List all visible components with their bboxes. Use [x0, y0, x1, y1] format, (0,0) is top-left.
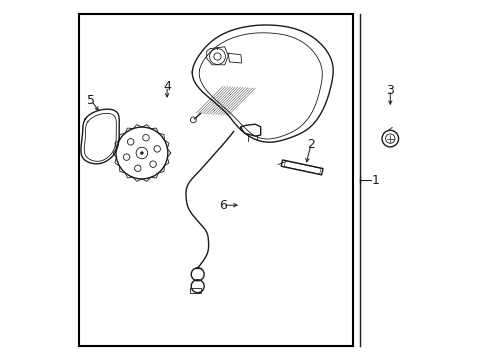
- Text: 6: 6: [219, 199, 226, 212]
- Bar: [189, 288, 200, 293]
- Text: 5: 5: [87, 94, 95, 107]
- Text: 3: 3: [386, 84, 393, 96]
- Text: 2: 2: [306, 138, 314, 150]
- Text: 4: 4: [163, 80, 171, 93]
- Circle shape: [140, 152, 143, 154]
- Bar: [79, 14, 352, 346]
- Text: 1: 1: [371, 174, 379, 186]
